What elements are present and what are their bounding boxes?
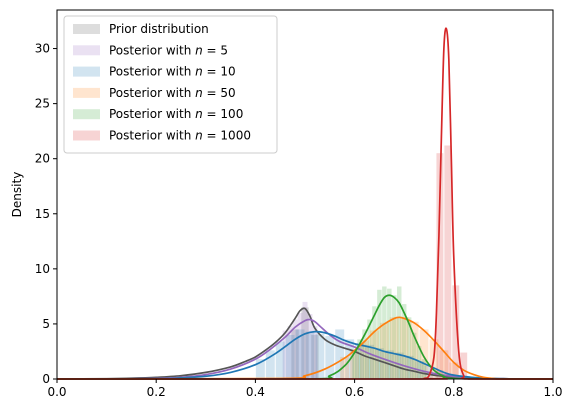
density-curve-4 (56, 294, 554, 380)
histogram-bar-3-6 (399, 317, 409, 379)
histogram-bar-0-0 (291, 329, 299, 379)
legend-label: Posterior with n = 10 (109, 65, 236, 79)
histogram-bar-5-1 (444, 145, 452, 379)
histogram-bar-2-0 (255, 359, 265, 379)
histogram-bar-4-14 (421, 359, 427, 379)
x-tick-label: 0.2 (147, 385, 166, 399)
histogram-bar-5-2 (452, 285, 460, 379)
histogram-bar-3-11 (449, 362, 459, 379)
histogram-bar-1-0 (282, 330, 288, 379)
density-curve-1 (56, 318, 553, 380)
histogram-bar-2-3 (285, 334, 295, 379)
x-tick-label: 0.8 (444, 385, 463, 399)
legend-swatch (73, 109, 100, 120)
legend-swatch (73, 45, 100, 56)
histogram-bar-4-9 (397, 286, 402, 379)
plot-frame (56, 9, 554, 380)
histogram-bar-3-0 (340, 356, 350, 379)
histogram-bar-3-2 (360, 340, 369, 379)
histogram-bar-1-4 (302, 301, 308, 379)
histogram-bar-2-4 (295, 329, 305, 379)
x-tick-label: 1.0 (543, 385, 562, 399)
histogram-bar-4-12 (411, 332, 417, 379)
histogram-bar-3-10 (439, 350, 449, 379)
x-tick-label: 0.0 (47, 385, 66, 399)
y-tick-label: 30 (35, 42, 50, 56)
x-axis: 0.0 0.2 0.4 0.6 0.8 1.0 (47, 379, 563, 399)
legend: Prior distribution Posterior with n = 5 Po… (63, 15, 278, 154)
histogram-bar-4-7 (387, 288, 392, 379)
y-tick-label: 15 (35, 207, 50, 221)
legend-swatch (73, 66, 100, 77)
histogram-bar-1-6 (312, 326, 318, 379)
density-curve-0 (56, 307, 554, 380)
histogram-bar-3-8 (419, 329, 429, 379)
histogram-bar-2-6 (315, 333, 325, 379)
histogram-bar-4-2 (362, 329, 367, 379)
histogram-bar-1-3 (297, 312, 303, 379)
histogram-bar-3-5 (389, 317, 399, 379)
histogram-bar-0-2 (311, 334, 319, 379)
histogram-bar-2-14 (394, 352, 404, 379)
histogram-bar-2-11 (365, 344, 374, 379)
histogram-bar-4-4 (372, 306, 377, 379)
legend-swatch (73, 24, 100, 34)
legend-label: Posterior with n = 50 (109, 86, 236, 100)
histogram-bar-2-12 (374, 348, 384, 379)
x-tick-label: 0.4 (246, 385, 265, 399)
histogram-bar-4-13 (416, 345, 422, 379)
x-tick-label: 0.6 (345, 385, 364, 399)
histogram-bar-2-7 (325, 336, 335, 379)
legend-label: Prior distribution (109, 22, 209, 36)
histogram-bar-0-1 (301, 307, 309, 379)
density-curves-layer (56, 27, 554, 380)
y-axis-label: Density (10, 172, 24, 218)
histogram-bar-4-1 (357, 339, 362, 379)
histogram-bar-2-1 (265, 350, 275, 379)
histogram-bar-5-3 (460, 352, 468, 379)
histogram-bar-3-1 (350, 349, 360, 379)
density-curve-3 (56, 316, 553, 380)
legend-label: Posterior with n = 1000 (109, 129, 251, 143)
y-tick-label: 0 (42, 372, 50, 386)
y-tick-label: 25 (35, 97, 50, 111)
histogram-bar-1-2 (292, 319, 298, 379)
y-tick-label: 20 (35, 152, 50, 166)
histogram-bar-5-0 (436, 153, 444, 379)
legend-swatch (73, 87, 100, 98)
histogram-bar-4-8 (392, 295, 397, 379)
legend-swatch (73, 130, 100, 141)
histogram-bar-2-10 (355, 343, 365, 379)
histogram-bar-2-5 (305, 331, 315, 379)
legend-label: Posterior with n = 100 (109, 107, 243, 121)
y-axis: 0 5 10 15 20 25 30 (35, 42, 57, 386)
histogram-bar-2-8 (335, 329, 345, 379)
histogram-bar-4-3 (367, 319, 372, 379)
histogram-bar-3-7 (409, 321, 419, 379)
y-tick-label: 10 (35, 262, 50, 276)
legend-label: Posterior with n = 5 (109, 43, 228, 57)
histogram-bar-2-2 (275, 341, 285, 379)
histogram-bar-4-11 (406, 317, 412, 379)
histogram-bar-4-10 (401, 304, 407, 379)
histogram-bar-1-5 (307, 314, 313, 379)
histogram-bar-4-5 (377, 289, 382, 379)
histogram-bar-4-0 (352, 350, 357, 379)
histogram-bar-4-6 (382, 286, 387, 379)
histogram-bar-1-1 (287, 326, 293, 379)
y-tick-label: 5 (42, 317, 50, 331)
legend-box (63, 15, 278, 154)
